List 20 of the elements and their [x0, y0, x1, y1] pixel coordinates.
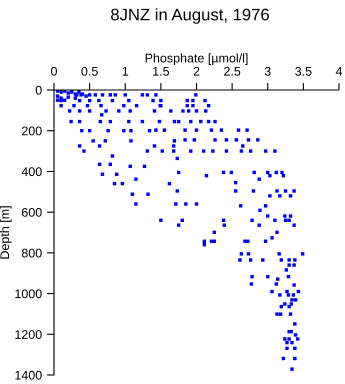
y-tick-label: 200 — [22, 126, 42, 136]
y-tick-label: 1000 — [15, 289, 42, 298]
x-tick-label: 0 — [51, 66, 57, 76]
x-tick-label: 1.5 — [153, 67, 170, 76]
y-tick-label: 1400 — [15, 370, 42, 380]
x-tick-label: 0.5 — [81, 66, 98, 76]
chart-title: 8JNZ in August, 1976 — [111, 8, 269, 24]
y-tick-label: 1200 — [15, 330, 42, 339]
x-axis-title: Phosphate [µmol/l] — [146, 53, 248, 65]
y-tick-label: 800 — [22, 248, 42, 258]
x-tick-label: 4 — [336, 67, 342, 76]
y-axis-title: Depth [m] — [0, 206, 12, 259]
x-tick-label: 2.5 — [224, 66, 240, 76]
y-tick-label: 0 — [36, 86, 42, 95]
x-tick-label: 3.5 — [295, 66, 312, 76]
x-tick-label: 1 — [122, 67, 128, 76]
y-tick-label: 600 — [22, 208, 42, 217]
x-tick-label: 3 — [264, 66, 271, 76]
x-tick-label: 2 — [194, 66, 200, 76]
y-tick-label: 400 — [22, 167, 42, 176]
